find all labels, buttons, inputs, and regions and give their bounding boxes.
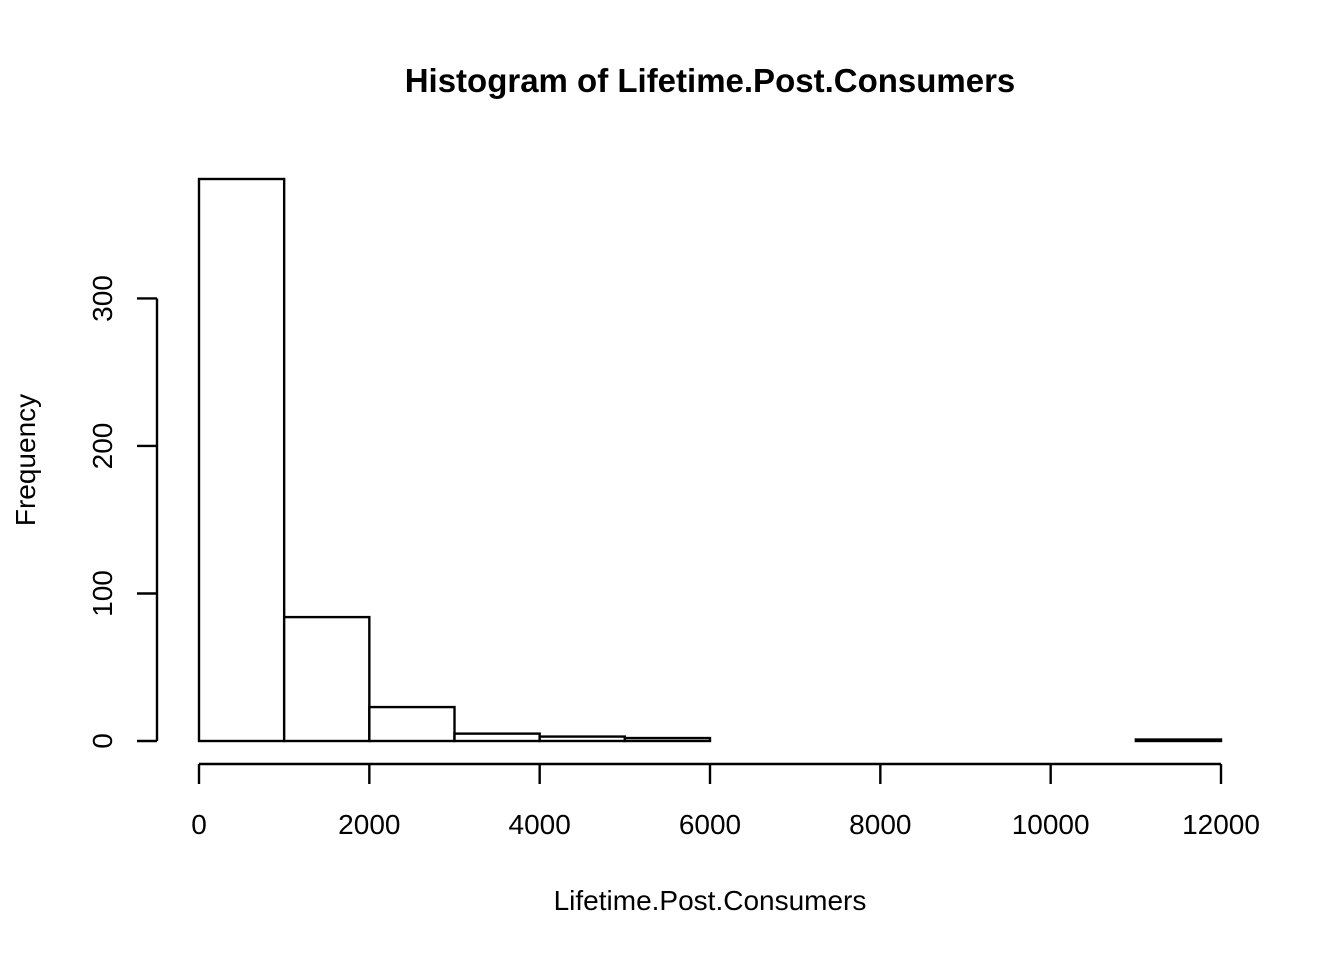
chart-title: Histogram of Lifetime.Post.Consumers: [405, 62, 1016, 99]
y-axis: 0 100 200 300: [87, 275, 159, 749]
x-tick-label-6: 12000: [1182, 809, 1260, 840]
x-tick-label-0: 0: [191, 809, 207, 840]
x-tick-label-4: 8000: [849, 809, 911, 840]
histogram-bar-3: [453, 732, 541, 743]
bars-group: [197, 177, 1223, 743]
x-tick-label-1: 2000: [338, 809, 400, 840]
y-tick-label-1: 100: [87, 570, 118, 617]
y-tick-label-0: 0: [87, 733, 118, 749]
y-tick-label-3: 300: [87, 275, 118, 322]
histogram-bar-4: [538, 735, 627, 743]
histogram-bar-5: [623, 736, 712, 743]
x-tick-label-2: 4000: [509, 809, 571, 840]
x-axis-label: Lifetime.Post.Consumers: [554, 885, 867, 916]
histogram-bar-2: [368, 705, 456, 743]
histogram-bar-11: [1134, 738, 1223, 743]
y-axis-label: Frequency: [10, 394, 41, 526]
y-tick-label-2: 200: [87, 423, 118, 470]
histogram-bar-1: [282, 615, 371, 743]
x-axis: 0 2000 4000 6000 8000 10000 12000: [191, 762, 1260, 840]
x-tick-label-3: 6000: [679, 809, 741, 840]
histogram-bar-0: [197, 177, 286, 743]
x-tick-label-5: 10000: [1012, 809, 1090, 840]
